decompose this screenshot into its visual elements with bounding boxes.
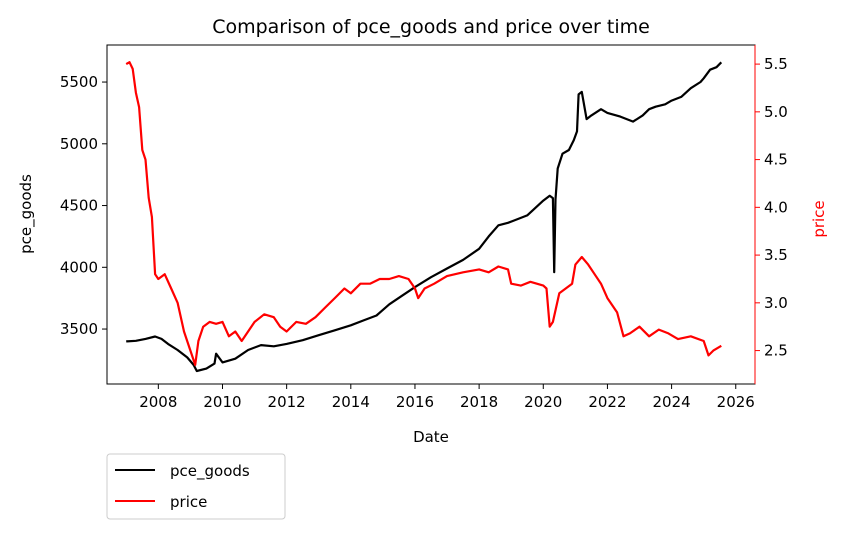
right-y-tick-label: 2.5 bbox=[764, 342, 788, 360]
x-tick-label: 2022 bbox=[588, 393, 626, 411]
left-y-axis: 3500 4000 4500 5000 5500 bbox=[60, 73, 107, 338]
legend: pce_goods price bbox=[106, 453, 286, 520]
x-axis: 2008 2010 2012 2014 2016 2018 2020 2022 2024 2026 bbox=[139, 384, 755, 411]
series-line-price bbox=[125, 61, 722, 366]
right-y-tick-label: 5.5 bbox=[764, 55, 788, 73]
right-y-tick-label: 3.0 bbox=[764, 294, 788, 312]
series-layer bbox=[125, 61, 723, 373]
right-y-axis-label: price bbox=[810, 200, 828, 237]
legend-label-pce-goods: pce_goods bbox=[170, 462, 250, 481]
right-y-axis: 2.5 3.0 3.5 4.0 4.5 5.0 5.5 bbox=[755, 55, 788, 360]
right-y-tick-label: 5.0 bbox=[764, 103, 788, 121]
x-tick-label: 2018 bbox=[460, 393, 498, 411]
right-y-tick-label: 4.5 bbox=[764, 151, 788, 169]
plot-area bbox=[106, 44, 756, 385]
left-y-tick-label: 3500 bbox=[60, 320, 98, 338]
right-y-tick-label: 3.5 bbox=[764, 246, 788, 264]
x-tick-label: 2010 bbox=[203, 393, 241, 411]
x-tick-label: 2020 bbox=[524, 393, 562, 411]
left-y-tick-label: 5000 bbox=[60, 135, 98, 153]
x-tick-label: 2008 bbox=[139, 393, 177, 411]
x-tick-label: 2024 bbox=[653, 393, 691, 411]
series-line-pce-goods bbox=[126, 61, 723, 373]
x-tick-label: 2014 bbox=[332, 393, 370, 411]
x-tick-label: 2012 bbox=[268, 393, 306, 411]
left-y-tick-label: 5500 bbox=[60, 73, 98, 91]
chart-title: Comparison of pce_goods and price over t… bbox=[212, 16, 650, 38]
x-tick-label: 2026 bbox=[717, 393, 755, 411]
x-axis-label: Date bbox=[413, 428, 449, 446]
legend-label-price: price bbox=[170, 493, 207, 511]
left-y-tick-label: 4000 bbox=[60, 258, 98, 276]
right-y-tick-label: 4.0 bbox=[764, 198, 788, 216]
left-y-tick-label: 4500 bbox=[60, 197, 98, 215]
left-y-axis-label: pce_goods bbox=[17, 174, 36, 254]
x-tick-label: 2016 bbox=[396, 393, 434, 411]
